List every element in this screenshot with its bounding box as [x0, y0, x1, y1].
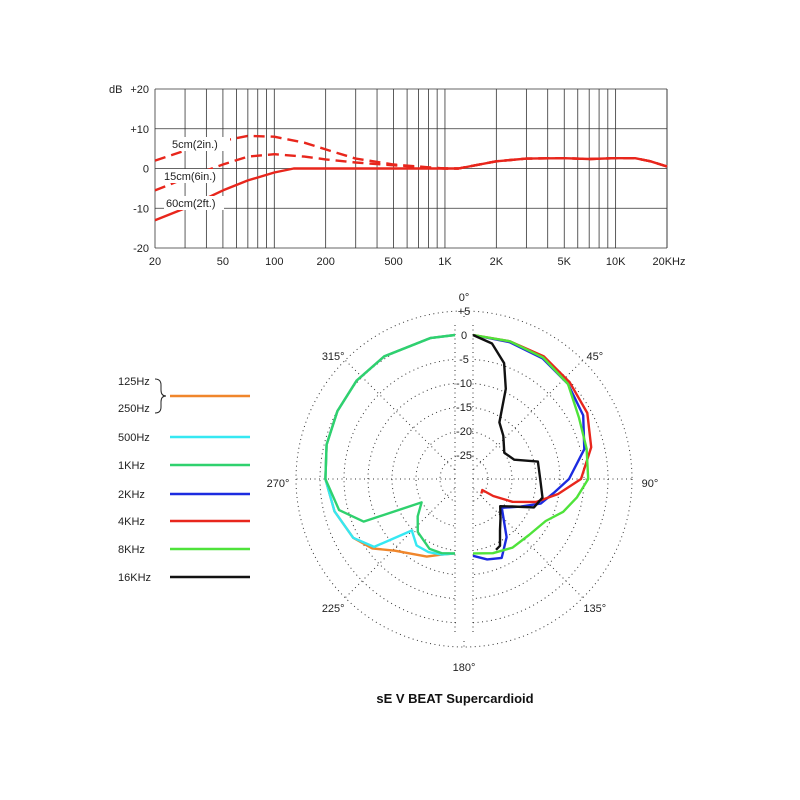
polar-series-line — [472, 333, 590, 555]
x-tick-label: 20 — [149, 256, 161, 268]
x-tick-label: 5K — [558, 256, 572, 268]
legend-brace — [154, 378, 167, 414]
series-label-background — [164, 196, 224, 210]
angle-label: 135° — [583, 603, 606, 615]
radial-tick-label: -5 — [459, 354, 469, 366]
radial-tick-label: +5 — [458, 306, 471, 318]
frequency-response-series — [154, 134, 668, 222]
frequency-series-line — [154, 157, 668, 222]
x-tick-label: 10K — [606, 256, 626, 268]
x-tick-label: 100 — [265, 256, 283, 268]
y-tick-label: +10 — [130, 124, 149, 136]
y-tick-label: -10 — [133, 203, 149, 215]
x-tick-label: 20KHz — [652, 256, 685, 268]
legend-label: 1KHz — [118, 460, 145, 472]
polar-series-line — [472, 333, 544, 551]
polar-series-line — [324, 333, 456, 558]
polar-ring — [367, 382, 561, 576]
polar-labels: +5 0 -5 -10 -15 -20 -25 0° 45° 90° 135° 180° 225° 270… — [267, 292, 659, 674]
x-tick-label: 2K — [490, 256, 504, 268]
y-unit-label: dB — [109, 84, 122, 96]
polar-spoke — [344, 359, 465, 480]
polar-series-line — [472, 333, 593, 504]
y-tick-label: 0 — [143, 164, 149, 176]
radial-tick-label: -25 — [456, 450, 472, 462]
angle-label: 180° — [453, 662, 476, 674]
polar-spoke — [463, 478, 584, 599]
polar-ring — [295, 310, 633, 648]
x-tick-label: 50 — [217, 256, 229, 268]
polar-spoke — [344, 478, 465, 599]
radial-tick-label: -15 — [456, 402, 472, 414]
polar-pattern-chart: +5 0 -5 -10 -15 -20 -25 0° 45° 90° 135° 180° 225° 270… — [267, 292, 659, 674]
legend-label: 4KHz — [118, 516, 145, 528]
x-tick-label: 1K — [438, 256, 452, 268]
frequency-response-chart: +20 +10 0 -10 -20 dB 20 50 100 200 500 1K 2K 5K 10K 20K… — [109, 84, 686, 268]
series-label: 5cm(2in.) — [172, 139, 218, 151]
x-tick-label: 200 — [316, 256, 334, 268]
polar-series-line — [324, 333, 456, 556]
chart-title: sE V BEAT Supercardioid — [376, 691, 533, 706]
radial-tick-label: 0 — [461, 330, 467, 342]
legend-label: 16KHz — [118, 572, 151, 584]
series-label: 60cm(2ft.) — [166, 198, 216, 210]
x-tick-label: 500 — [384, 256, 402, 268]
polar-series — [324, 333, 593, 561]
polar-ring — [439, 454, 489, 504]
legend-label: 125Hz — [118, 376, 150, 388]
polar-axis-gap — [456, 317, 472, 641]
frequency-series-line — [154, 134, 668, 170]
legend-label: 250Hz — [118, 403, 150, 415]
legend-label: 2KHz — [118, 489, 145, 501]
angle-label: 315° — [322, 351, 345, 363]
radial-tick-label: -20 — [456, 426, 472, 438]
legend-label: 500Hz — [118, 432, 150, 444]
angle-label: 45° — [586, 351, 603, 363]
angle-label: 90° — [642, 478, 659, 490]
y-tick-label: +20 — [130, 84, 149, 96]
series-label: 15cm(6in.) — [164, 171, 216, 183]
legend: 125Hz 250Hz 500Hz 1KHz 2KHz 4KHz 8KHz 16KHz — [118, 376, 250, 584]
legend-label: 8KHz — [118, 544, 145, 556]
polar-ring — [343, 358, 585, 600]
radial-tick-label: -10 — [456, 378, 472, 390]
frequency-response-labels: +20 +10 0 -10 -20 dB 20 50 100 200 500 1K 2K 5K 10K 20K… — [109, 84, 686, 268]
angle-label: 225° — [322, 603, 345, 615]
series-label-background — [162, 169, 222, 183]
angle-label: 0° — [459, 292, 470, 304]
y-tick-label: -20 — [133, 243, 149, 255]
polar-series-line — [324, 333, 456, 555]
angle-label: 270° — [267, 478, 290, 490]
series-label-background — [170, 137, 230, 151]
